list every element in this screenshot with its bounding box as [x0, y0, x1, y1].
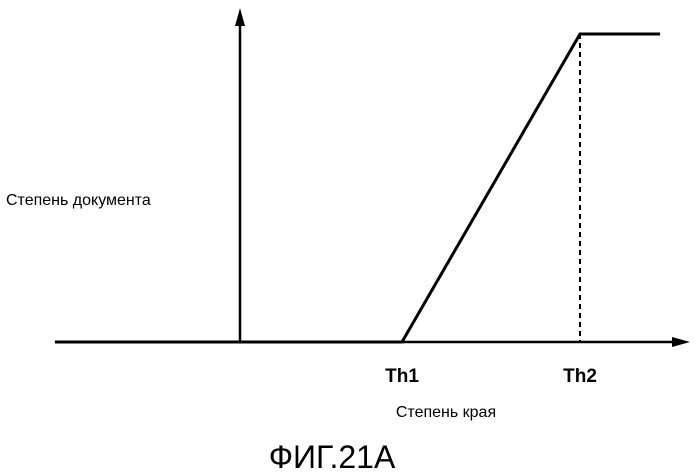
x-tick-label: Th1 — [385, 366, 419, 387]
x-tick-label: Th2 — [563, 366, 597, 387]
y-axis-label: Степень документа — [6, 192, 151, 209]
x-axis-label: Степень края — [396, 404, 496, 421]
series-line — [55, 34, 660, 342]
figure-caption: ФИГ.21А — [269, 439, 396, 475]
y-axis-arrow-icon — [235, 8, 245, 26]
series-group — [55, 34, 660, 342]
x-tick-labels: Th1 Th2 — [385, 366, 597, 387]
x-axis-arrow-icon — [672, 337, 690, 347]
